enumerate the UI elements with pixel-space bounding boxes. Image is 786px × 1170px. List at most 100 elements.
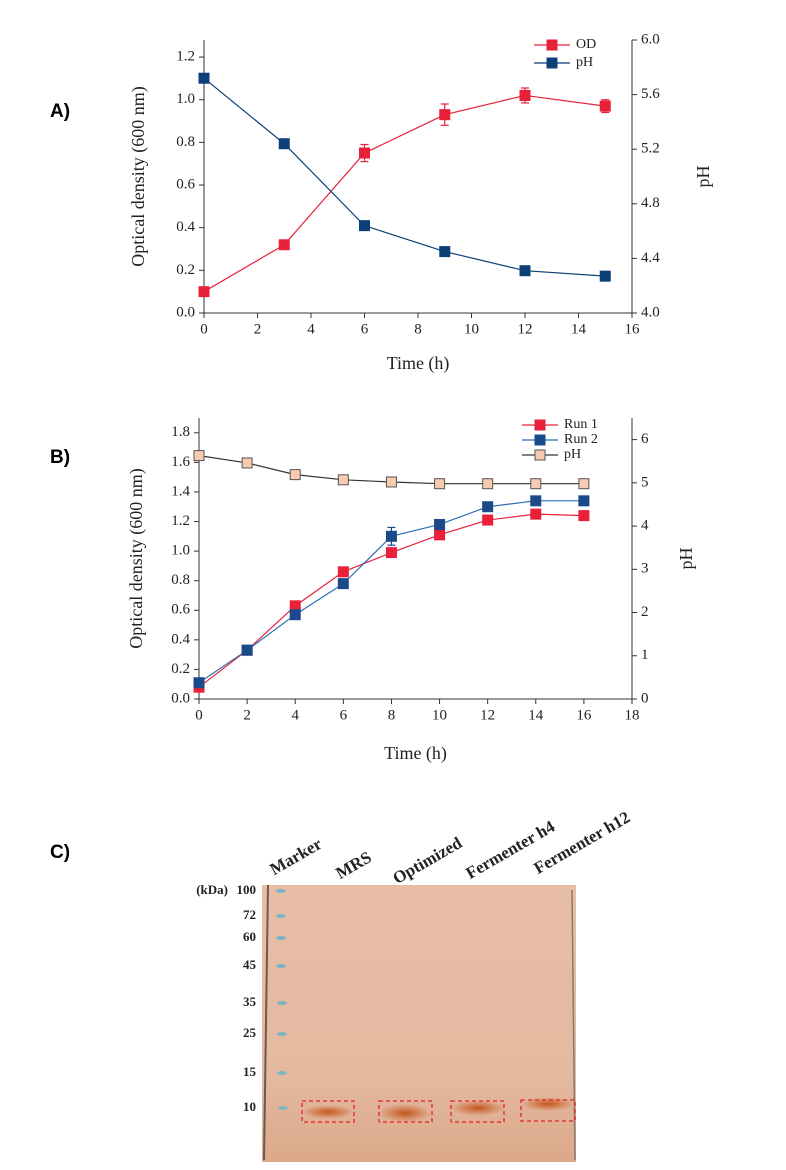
x-tick-label: 18 [625, 707, 640, 723]
marker-label: 25 [243, 1025, 257, 1040]
x-tick-label: 10 [464, 321, 479, 337]
y-tick-label: 0.4 [171, 631, 190, 647]
marker [385, 476, 397, 488]
marker [241, 644, 253, 656]
legend-marker [534, 434, 546, 446]
x-tick-label: 0 [195, 707, 203, 723]
band-boxes [301, 1099, 576, 1123]
y2-tick-label: 1 [641, 647, 649, 663]
legend-marker [534, 419, 546, 431]
y2-tick-label: 4 [641, 518, 649, 534]
marker-label: 45 [243, 957, 257, 972]
y2-tick-label: 4.0 [641, 304, 660, 320]
panel-label: B) [50, 447, 70, 468]
marker [193, 450, 205, 462]
y2-tick-label: 3 [641, 561, 649, 577]
y-tick-label: 0.8 [171, 572, 190, 588]
x-tick-label: 2 [243, 707, 251, 723]
marker [578, 478, 590, 490]
legend-label: Run 1 [564, 417, 598, 432]
legend-label: OD [576, 37, 596, 52]
legend-marker [546, 57, 558, 69]
series-line [203, 94, 606, 293]
marker [434, 529, 446, 541]
marker [482, 514, 494, 526]
marker [359, 147, 370, 159]
x-tick-label: 4 [307, 321, 315, 337]
marker [578, 495, 590, 507]
marker [530, 508, 542, 520]
unit-label: (kDa) [196, 882, 228, 897]
bands [302, 1097, 575, 1122]
marker [359, 220, 370, 232]
y-tick-label: 1.2 [176, 49, 195, 65]
x-tick-label: 12 [518, 321, 533, 337]
x-tick-label: 14 [571, 321, 587, 337]
lane-label: MRS [332, 848, 374, 883]
x-tick-label: 6 [361, 321, 369, 337]
marker [519, 265, 531, 277]
y2-tick-label: 4.4 [641, 250, 660, 266]
marker [278, 138, 290, 150]
gel-edge [571, 889, 576, 1161]
marker [289, 469, 301, 481]
y2-tick-label: 6.0 [641, 31, 660, 47]
x-tick-label: 16 [576, 707, 592, 723]
y2-tick-label: 5.6 [641, 86, 660, 102]
x-tick-label: 0 [200, 321, 208, 337]
marker [278, 239, 290, 251]
marker [578, 510, 590, 522]
x-tick-label: 12 [480, 707, 495, 723]
marker-label: 35 [243, 994, 257, 1009]
x-tick-label: 6 [340, 707, 348, 723]
marker [599, 270, 611, 282]
marker [193, 677, 205, 689]
marker [198, 72, 210, 84]
y2-axis-title: pH [693, 166, 713, 188]
marker [434, 518, 446, 530]
y-tick-label: 1.4 [171, 483, 190, 499]
x-tick-label: 10 [432, 707, 447, 723]
lane-label: Optimized [389, 833, 465, 888]
y2-tick-label: 2 [641, 604, 649, 620]
ladder [276, 889, 288, 1110]
x-tick-label: 14 [528, 707, 544, 723]
x-axis-title: Time (h) [387, 353, 450, 374]
y2-tick-label: 6 [641, 431, 649, 447]
y-tick-label: 0.2 [171, 661, 190, 677]
y2-axis-title: pH [676, 548, 696, 570]
marker [482, 478, 494, 490]
marker [482, 501, 494, 513]
panel-label: C) [50, 842, 70, 863]
y-axis-title: Optical density (600 nm) [128, 86, 149, 266]
marker [337, 578, 349, 590]
x-tick-label: 4 [291, 707, 299, 723]
y-tick-label: 0.4 [176, 219, 195, 235]
y-tick-label: 1.2 [171, 513, 190, 529]
marker [289, 609, 301, 621]
marker [434, 478, 446, 490]
marker [439, 109, 451, 121]
lane-label: Marker [266, 834, 325, 879]
series-line [203, 77, 606, 277]
legend-label: pH [576, 55, 593, 70]
marker-label: 15 [243, 1064, 257, 1079]
y-tick-label: 0.0 [176, 304, 195, 320]
y2-tick-label: 0 [641, 690, 649, 706]
y-tick-label: 0.2 [176, 262, 195, 278]
y-tick-label: 1.0 [171, 543, 190, 559]
y2-tick-label: 4.8 [641, 195, 660, 211]
marker [337, 474, 349, 486]
y-tick-label: 1.6 [171, 454, 190, 470]
x-tick-label: 2 [254, 321, 262, 337]
y-tick-label: 1.0 [176, 91, 195, 107]
marker [530, 478, 542, 490]
x-tick-label: 8 [388, 707, 396, 723]
marker-label: 72 [243, 907, 256, 922]
y2-tick-label: 5 [641, 474, 649, 490]
marker [599, 100, 611, 112]
gel-image [262, 884, 576, 1162]
x-tick-label: 16 [625, 321, 641, 337]
marker [519, 89, 531, 101]
